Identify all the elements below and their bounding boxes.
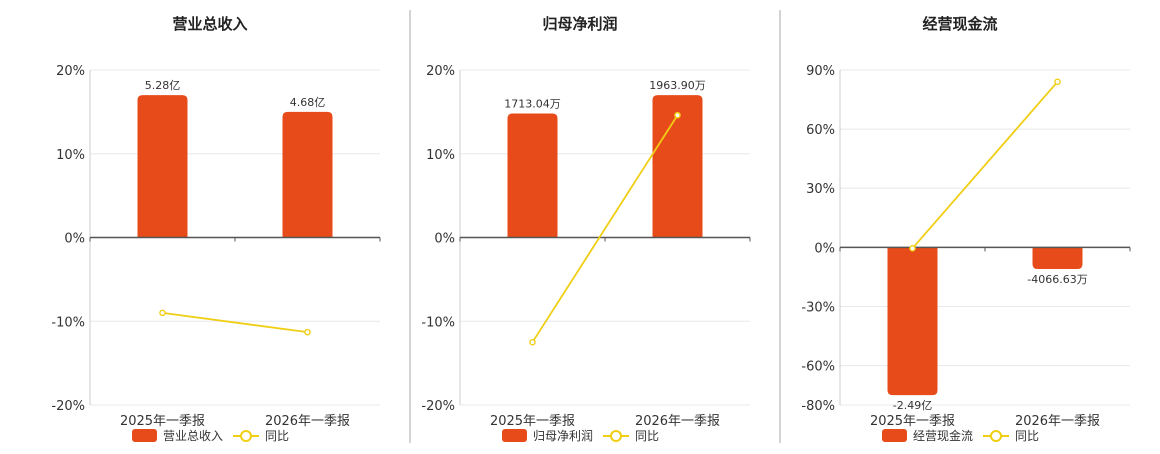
yoy-point [1054,78,1061,86]
legend-line-marker [990,430,1002,442]
y-tick-label: 0% [434,232,455,247]
bar-data-label: 1963.90万 [649,79,706,92]
x-category-label: 2026年一季报 [1015,414,1100,429]
y-tick-label: 10% [56,148,85,163]
yoy-point [909,245,916,252]
bar-data-label: 5.28亿 [145,79,181,92]
chart-title: 经营现金流 [922,15,997,33]
y-tick-label: 0% [814,241,835,256]
y-tick-label: 90% [806,64,835,79]
y-tick-label: 10% [426,148,455,163]
yoy-point [674,111,681,119]
bar [507,113,558,238]
y-tick-label: 60% [806,123,835,138]
bar-data-label: 1713.04万 [504,98,561,111]
bar [887,247,938,396]
legend-line-label: 同比 [265,429,289,443]
x-category-label: 2026年一季报 [265,414,350,429]
bar [652,95,703,238]
legend-bar-swatch [502,429,527,442]
bar-data-label: -4066.63万 [1027,273,1087,286]
yoy-line [531,114,679,343]
bar-data-label: 4.68亿 [290,96,326,109]
chart-title: 归母净利润 [542,15,617,33]
x-category-label: 2025年一季报 [120,414,205,429]
y-tick-label: 30% [806,182,835,197]
x-category-label: 2025年一季报 [870,414,955,429]
chart-3: 经营现金流 90% 60% 30% 0% -30% -60% -80% -2.49亿 -4066.… [801,15,1131,443]
bar-data-label: -2.49亿 [893,399,932,412]
y-tick-label: -60% [801,360,835,375]
y-tick-label: 0% [64,232,85,247]
bar [137,95,188,238]
y-tick-label: 20% [426,64,455,79]
x-category-label: 2026年一季报 [635,414,720,429]
bar [1032,247,1083,270]
y-tick-label: -20% [51,399,85,414]
yoy-point [529,338,536,346]
y-tick-label: -10% [51,315,85,330]
legend-bar-label: 归母净利润 [533,429,593,443]
legend-bar-swatch [882,429,907,442]
legend-bar-label: 营业总收入 [163,429,223,443]
legend-bar-label: 经营现金流 [913,428,973,443]
chart-title: 营业总收入 [172,15,247,33]
chart-2: 归母净利润 20% 10% 0% -10% -20% 1713.04万 1963.90万 202… [421,15,751,443]
y-tick-label: -80% [801,399,835,414]
legend-bar-swatch [132,429,157,442]
yoy-point [304,328,311,336]
y-tick-label: 20% [56,64,85,79]
y-tick-label: -10% [421,315,455,330]
chart-1: 营业总收入 20% 10% 0% -10% -20% 5.28亿 4.68亿 2025年一季报 2… [51,15,381,443]
y-tick-label: -20% [421,399,455,414]
legend-line-marker [610,430,622,442]
legend-line-label: 同比 [635,429,659,443]
x-category-label: 2025年一季报 [490,414,575,429]
yoy-line [162,311,308,334]
bar [282,111,333,238]
legend-line-marker [240,430,252,442]
legend-line-label: 同比 [1015,429,1039,443]
yoy-point [159,309,166,317]
y-tick-label: -30% [801,300,835,315]
yoy-line [911,81,1059,249]
